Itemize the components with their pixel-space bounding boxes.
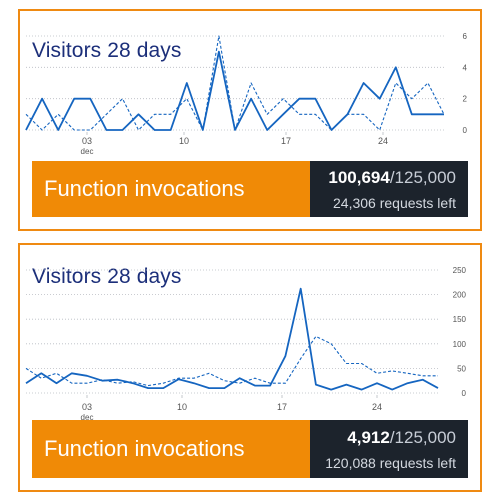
y-tick-label: 250 (453, 266, 467, 275)
chart-title: Visitors 28 days (32, 39, 182, 62)
visitors-widget-2: Visitors 28 days 0 50 100 150 200 250 03 10 17 24… (18, 243, 482, 492)
requests-left: 120,088 requests left (325, 454, 456, 471)
visitors-line (25, 50, 444, 131)
quota-footer: Function invocations 4,912/125,000 120,0… (32, 420, 468, 478)
previous-period-line (25, 35, 445, 131)
quota-used: 100,694 (328, 167, 390, 187)
x-tick-label: 24 (372, 402, 382, 412)
requests-left: 24,306 requests left (333, 194, 456, 211)
x-tick-label: 17 (277, 402, 287, 412)
visitors-chart: 0 50 100 150 200 250 03 10 17 24 dec (25, 266, 467, 422)
x-sublabel: dec (81, 147, 94, 156)
visitors-widget-1: Visitors 28 days 0 2 4 6 03 10 17 24 dec Functio… (18, 9, 482, 231)
quota-used: 4,912 (347, 427, 390, 447)
x-tick-label: 03 (82, 402, 92, 412)
x-tick-label: 24 (378, 136, 388, 146)
y-tick-label: 100 (453, 340, 467, 349)
y-tick-label: 150 (453, 315, 467, 324)
function-invocations-label: Function invocations (32, 420, 310, 478)
function-invocations-label: Function invocations (32, 161, 310, 217)
x-tick-label: 10 (177, 402, 187, 412)
quota-total: /125,000 (389, 167, 456, 187)
chart-title: Visitors 28 days (32, 265, 182, 288)
quota-total: /125,000 (389, 427, 456, 447)
y-tick-label: 2 (463, 95, 468, 104)
quota-usage: 4,912/125,000 (347, 428, 456, 448)
x-tick-label: 17 (281, 136, 291, 146)
quota-usage: 100,694/125,000 (328, 168, 456, 188)
x-tick-label: 10 (179, 136, 189, 146)
y-tick-label: 200 (453, 291, 467, 300)
y-tick-label: 50 (457, 364, 466, 373)
x-tick-label: 03 (82, 136, 92, 146)
visitors-line (25, 287, 439, 391)
y-tick-label: 0 (462, 389, 467, 398)
y-tick-label: 4 (463, 63, 468, 72)
y-tick-label: 6 (463, 32, 468, 41)
y-tick-label: 0 (463, 126, 468, 135)
x-sublabel: dec (81, 413, 94, 422)
quota-footer: Function invocations 100,694/125,000 24,… (32, 161, 468, 217)
quota-panel: 4,912/125,000 120,088 requests left (310, 420, 468, 478)
previous-period-line (25, 335, 438, 387)
quota-panel: 100,694/125,000 24,306 requests left (310, 161, 468, 217)
